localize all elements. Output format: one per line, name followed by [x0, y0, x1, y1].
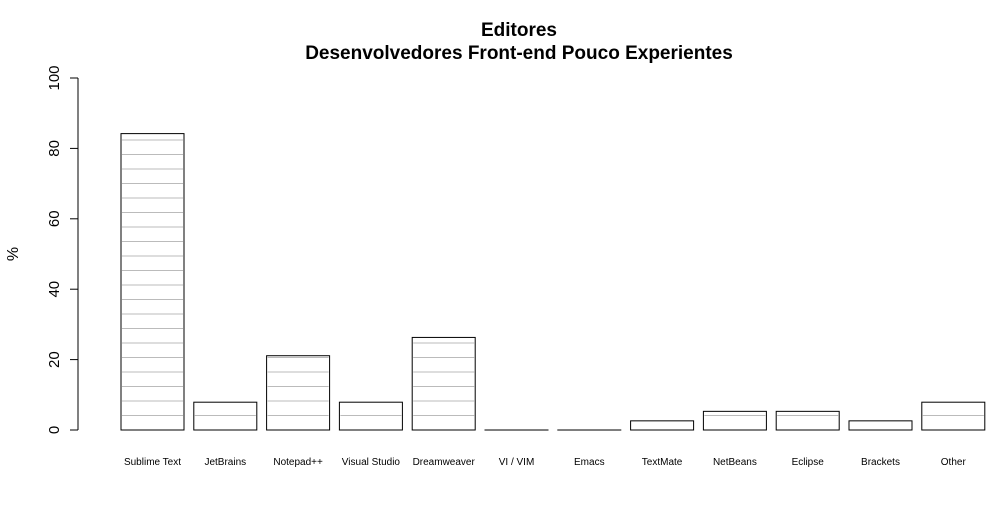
- y-axis: 0 20 40 60 80 100: [46, 65, 79, 434]
- bar-rect: [120, 133, 185, 431]
- x-tick-label: Dreamweaver: [413, 457, 476, 468]
- bar-rect: [193, 401, 258, 431]
- bar-rect: [411, 336, 476, 431]
- bar: [338, 401, 403, 431]
- bar: [848, 420, 913, 431]
- y-tick-label: 0: [46, 426, 63, 434]
- x-tick-labels: Sublime Text JetBrains Notepad++ Visual Stu…: [124, 457, 967, 468]
- bar: [921, 401, 986, 431]
- x-tick-label: Other: [941, 457, 967, 468]
- x-tick-label: JetBrains: [204, 457, 246, 468]
- y-tick-label: 60: [46, 210, 63, 227]
- y-axis-label: %: [5, 247, 22, 261]
- bar-rect: [848, 420, 913, 431]
- x-tick-label: Visual Studio: [342, 457, 401, 468]
- bar: [630, 420, 695, 431]
- bar: [775, 410, 840, 431]
- x-tick-label: Sublime Text: [124, 457, 181, 468]
- y-tick-label: 100: [46, 65, 63, 90]
- bar: [411, 336, 476, 431]
- bar-rect: [775, 410, 840, 431]
- bar: [193, 401, 258, 431]
- chart-title: Editores: [481, 20, 557, 41]
- x-tick-label: TextMate: [642, 457, 683, 468]
- y-tick-label: 20: [46, 351, 63, 368]
- bar: [266, 355, 331, 431]
- x-tick-label: NetBeans: [713, 457, 757, 468]
- bar-rect: [921, 401, 986, 431]
- bar-rect: [338, 401, 403, 431]
- bars-group: [120, 133, 986, 431]
- bar: [702, 410, 767, 431]
- y-tick-label: 80: [46, 140, 63, 157]
- x-tick-label: Emacs: [574, 457, 605, 468]
- y-tick-label: 40: [46, 281, 63, 298]
- x-tick-label: Eclipse: [792, 457, 825, 468]
- x-tick-label: VI / VIM: [499, 457, 535, 468]
- chart-subtitle: Desenvolvedores Front-end Pouco Experien…: [305, 43, 733, 64]
- bar-rect: [266, 355, 331, 431]
- x-tick-label: Notepad++: [273, 457, 323, 468]
- x-tick-label: Brackets: [861, 457, 900, 468]
- bar: [120, 133, 185, 431]
- bar-rect: [630, 420, 695, 431]
- bar-rect: [702, 410, 767, 431]
